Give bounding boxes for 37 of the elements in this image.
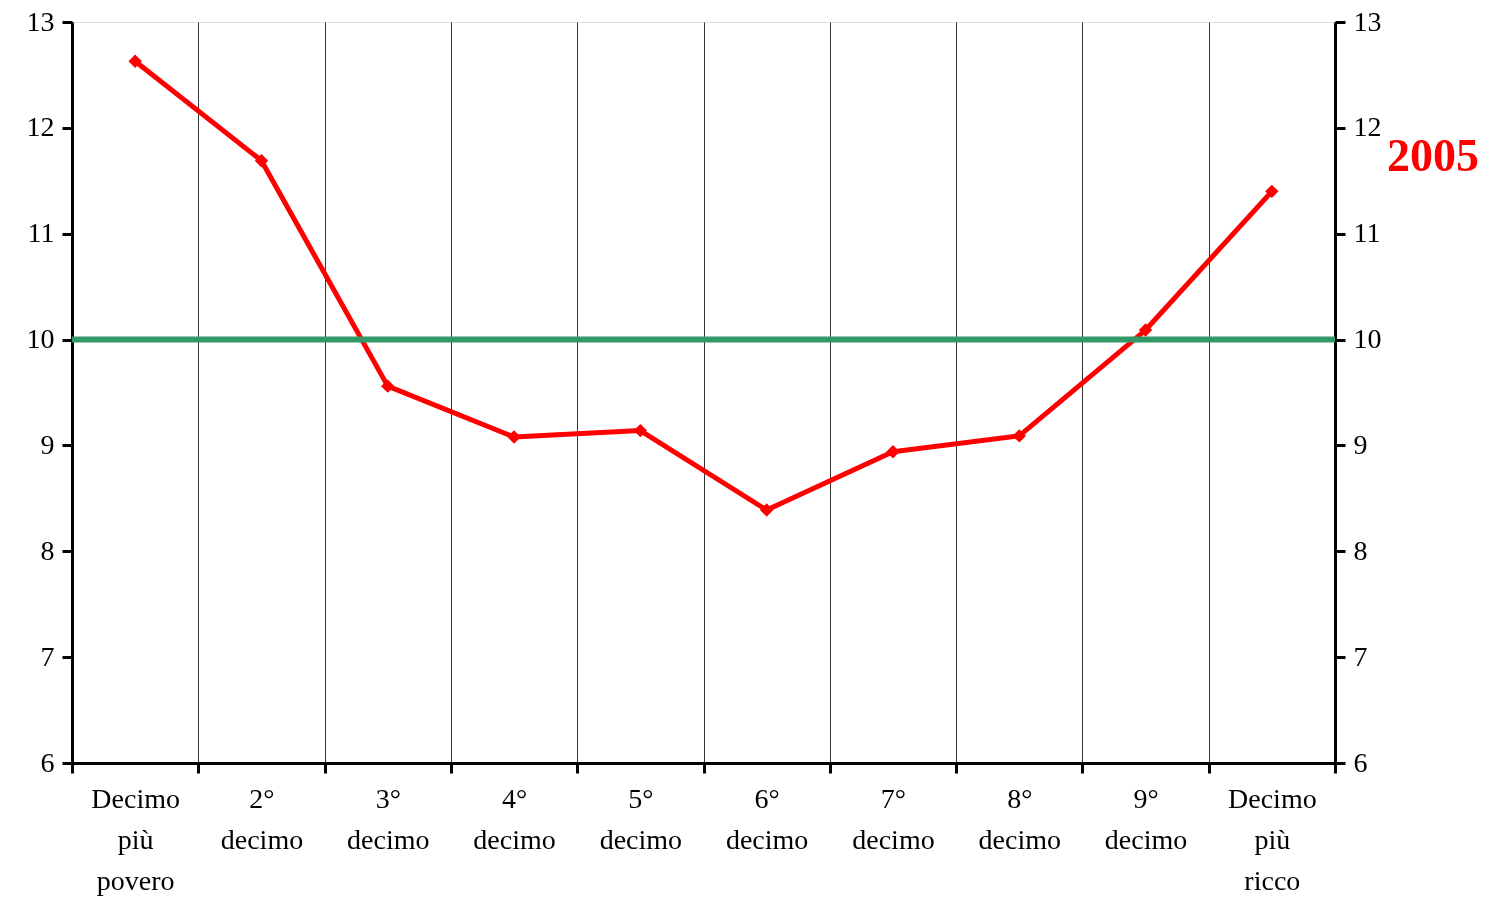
- x-tick-label: Decimo più povero: [91, 782, 180, 896]
- y-tick-label: 8: [40, 534, 55, 566]
- x-tick-label: 4° decimo: [473, 782, 556, 855]
- x-tick-label: 3° decimo: [347, 782, 430, 855]
- y2-tick-label: 10: [1353, 323, 1382, 355]
- point: [633, 423, 648, 438]
- y2-tick-label: 13: [1353, 5, 1382, 37]
- x-tick-label: 9° decimo: [1104, 782, 1188, 855]
- text: 2005: [1387, 130, 1479, 181]
- point: [886, 445, 900, 459]
- y2-tick-label: 8: [1353, 534, 1368, 566]
- x-tick-label: Decimo più ricco: [1228, 782, 1317, 896]
- y-tick-label: 12: [26, 111, 55, 143]
- point: [1012, 429, 1026, 443]
- y2-tick-label: 12: [1353, 111, 1382, 143]
- point: [507, 430, 521, 444]
- y-tick-label: 7: [40, 640, 55, 672]
- point: [1138, 323, 1153, 337]
- point: [759, 503, 774, 517]
- y-tick-label: 9: [40, 428, 55, 460]
- point: [254, 153, 269, 168]
- x-tick-label: 8° decimo: [978, 782, 1061, 855]
- point: [128, 54, 142, 68]
- point: [381, 379, 395, 393]
- y2-tick-label: 9: [1353, 428, 1368, 460]
- y-tick-label: 11: [27, 217, 55, 249]
- y-tick-label: 6: [40, 746, 55, 778]
- x-tick-label: 7° decimo: [852, 782, 935, 855]
- point: [1265, 184, 1279, 199]
- x-tick-label: 2° decimo: [220, 782, 304, 855]
- y2-tick-label: 6: [1353, 746, 1368, 778]
- y-tick-label: 10: [26, 323, 55, 355]
- y2-tick-label: 11: [1353, 217, 1381, 249]
- y2-tick-label: 7: [1353, 640, 1368, 672]
- x-tick-label: 5° decimo: [599, 782, 683, 855]
- y-tick-label: 13: [26, 5, 55, 37]
- x-tick-label: 6° decimo: [725, 782, 809, 855]
